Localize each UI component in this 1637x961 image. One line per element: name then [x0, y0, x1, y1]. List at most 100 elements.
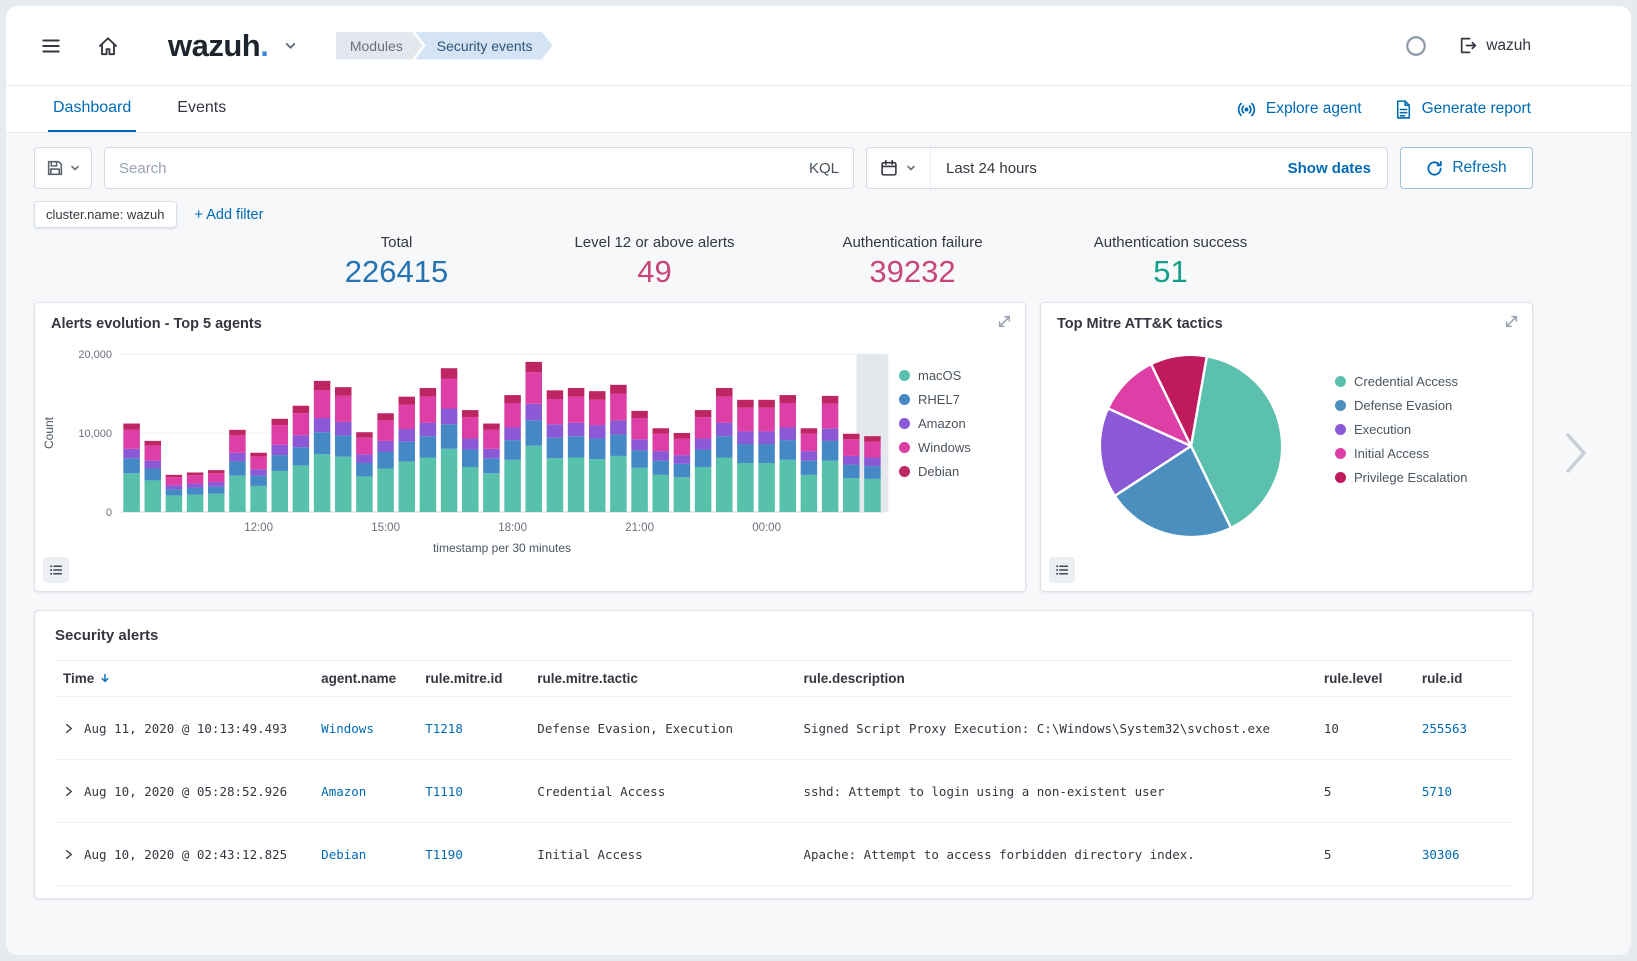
- logo-chevron-down-icon[interactable]: [283, 38, 298, 53]
- home-button[interactable]: [90, 28, 126, 64]
- metric-label: Level 12 or above alerts: [526, 234, 784, 251]
- metric-value: 51: [1042, 254, 1300, 290]
- chevron-down-icon: [69, 162, 81, 174]
- alert-time-value: Aug 10, 2020 @ 02:43:12.825: [84, 847, 287, 862]
- expand-row-icon[interactable]: [63, 849, 74, 860]
- tab-dashboard[interactable]: Dashboard: [48, 86, 136, 132]
- panel-title: Top Mitre ATT&K tactics: [1041, 303, 1532, 332]
- expand-panel-icon[interactable]: [997, 314, 1012, 329]
- alerts-header-row: Timeagent.namerule.mitre.idrule.mitre.ta…: [55, 661, 1512, 697]
- column-header-time[interactable]: Time: [55, 661, 313, 697]
- saved-queries-button[interactable]: [34, 147, 92, 189]
- alert-agent-link[interactable]: Debian: [313, 823, 417, 886]
- alert-mitre-tactic: Credential Access: [529, 760, 795, 823]
- legend-item[interactable]: Credential Access: [1335, 374, 1467, 389]
- alert-rule-level: 5: [1316, 760, 1414, 823]
- metric-total: Total 226415: [268, 234, 526, 290]
- legend-item[interactable]: macOS: [899, 368, 971, 383]
- panel-inspect-button[interactable]: [1049, 557, 1075, 583]
- filter-pill-cluster-name[interactable]: cluster.name: wazuh: [34, 201, 177, 228]
- column-label: rule.mitre.id: [425, 671, 502, 686]
- wazuh-app: wazuh. Modules Security events wazuh Das…: [6, 6, 1631, 955]
- alerts-evolution-legend: macOS RHEL7 Amazon Windows Debian: [899, 332, 971, 568]
- visualizations-row: Alerts evolution - Top 5 agents 010,0002…: [34, 302, 1533, 592]
- svg-text:20,000: 20,000: [78, 349, 112, 361]
- column-header-rule-mitre-tactic: rule.mitre.tactic: [529, 661, 795, 697]
- legend-item[interactable]: Amazon: [899, 416, 971, 431]
- expand-row-icon[interactable]: [63, 723, 74, 734]
- alert-rule-level: 10: [1316, 697, 1414, 760]
- legend-label: Windows: [918, 440, 971, 455]
- date-picker-calendar-button[interactable]: [867, 148, 931, 188]
- refresh-label: Refresh: [1452, 159, 1506, 177]
- wazuh-logo[interactable]: wazuh.: [168, 28, 269, 64]
- top-navigation-bar: wazuh. Modules Security events wazuh: [6, 6, 1631, 86]
- alert-time-value: Aug 11, 2020 @ 10:13:49.493: [84, 721, 287, 736]
- alert-rule-level: 5: [1316, 823, 1414, 886]
- alert-mitre-id-link[interactable]: T1110: [417, 760, 529, 823]
- alert-rule-id-link[interactable]: 255563: [1414, 697, 1512, 760]
- list-icon: [49, 563, 63, 577]
- alert-agent-link[interactable]: Windows: [313, 697, 417, 760]
- panel-inspect-button[interactable]: [43, 557, 69, 583]
- alert-agent-link[interactable]: Amazon: [313, 760, 417, 823]
- legend-item[interactable]: Privilege Escalation: [1335, 470, 1467, 485]
- breadcrumb-modules[interactable]: Modules: [336, 32, 423, 60]
- column-label: rule.level: [1324, 671, 1383, 686]
- metrics-row: Total 226415 Level 12 or above alerts 49…: [34, 234, 1533, 300]
- legend-swatch: [899, 370, 910, 381]
- alert-mitre-id-link[interactable]: T1218: [417, 697, 529, 760]
- dashboard-content: KQL Last 24 hours Show dates Refresh clu…: [6, 133, 1631, 955]
- legend-item[interactable]: Execution: [1335, 422, 1467, 437]
- legend-item[interactable]: Initial Access: [1335, 446, 1467, 461]
- generate-report-button[interactable]: Generate report: [1394, 99, 1531, 120]
- legend-item[interactable]: RHEL7: [899, 392, 971, 407]
- refresh-icon: [1426, 160, 1443, 177]
- kql-button[interactable]: KQL: [797, 160, 839, 177]
- metric-auth-failure: Authentication failure 39232: [784, 234, 1042, 290]
- alert-row: Aug 10, 2020 @ 02:43:12.825 DebianT1190In…: [55, 823, 1512, 886]
- alert-mitre-tactic: Initial Access: [529, 823, 795, 886]
- user-menu[interactable]: wazuh: [1458, 36, 1531, 55]
- legend-label: Credential Access: [1354, 374, 1458, 389]
- legend-item[interactable]: Debian: [899, 464, 971, 479]
- expand-panel-icon[interactable]: [1504, 314, 1519, 329]
- alert-rule-id-link[interactable]: 30306: [1414, 823, 1512, 886]
- legend-item[interactable]: Defense Evasion: [1335, 398, 1467, 413]
- legend-swatch: [1335, 448, 1346, 459]
- mitre-legend: Credential Access Defense Evasion Executio…: [1335, 332, 1467, 485]
- legend-label: Amazon: [918, 416, 966, 431]
- query-bar: KQL Last 24 hours Show dates Refresh: [34, 147, 1533, 189]
- sort-desc-icon: [99, 672, 111, 684]
- legend-item[interactable]: Windows: [899, 440, 971, 455]
- breadcrumb: Modules Security events: [336, 32, 553, 60]
- search-input[interactable]: [119, 160, 797, 177]
- show-dates-button[interactable]: Show dates: [1288, 160, 1387, 177]
- generate-report-label: Generate report: [1422, 100, 1531, 118]
- menu-button[interactable]: [34, 29, 68, 63]
- metric-label: Authentication success: [1042, 234, 1300, 251]
- panel-title: Alerts evolution - Top 5 agents: [35, 303, 1025, 332]
- add-filter-button[interactable]: + Add filter: [195, 207, 264, 223]
- metric-level-12-alerts: Level 12 or above alerts 49: [526, 234, 784, 290]
- time-range-value[interactable]: Last 24 hours: [931, 160, 1288, 177]
- alerts-evolution-panel: Alerts evolution - Top 5 agents 010,0002…: [34, 302, 1026, 592]
- alert-mitre-id-link[interactable]: T1190: [417, 823, 529, 886]
- metric-value: 39232: [784, 254, 1042, 290]
- legend-swatch: [899, 418, 910, 429]
- alerts-evolution-plot: 010,00020,00012:0015:0018:0021:0000:00ti…: [39, 338, 899, 568]
- legend-swatch: [1335, 376, 1346, 387]
- tab-events[interactable]: Events: [172, 86, 231, 132]
- refresh-button[interactable]: Refresh: [1400, 147, 1533, 189]
- expand-row-icon[interactable]: [63, 786, 74, 797]
- topbar-right-group: wazuh: [1398, 28, 1531, 64]
- column-header-rule-id: rule.id: [1414, 661, 1512, 697]
- alert-rule-id-link[interactable]: 5710: [1414, 760, 1512, 823]
- explore-agent-button[interactable]: Explore agent: [1236, 99, 1362, 120]
- report-icon: [1394, 99, 1413, 120]
- module-tabbar: Dashboard Events Explore agent Generate …: [6, 86, 1631, 133]
- alert-row: Aug 11, 2020 @ 10:13:49.493WindowsT1218D…: [55, 697, 1512, 760]
- panels-next-chevron-icon[interactable]: [1563, 429, 1589, 477]
- column-label: rule.id: [1422, 671, 1463, 686]
- status-indicator-button[interactable]: [1398, 28, 1434, 64]
